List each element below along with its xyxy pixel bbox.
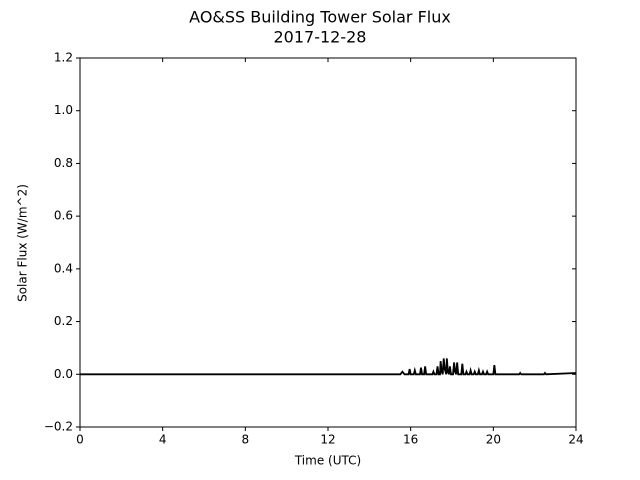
y-axis-label: Solar Flux (W/m^2) <box>16 184 30 302</box>
x-tick-label: 8 <box>242 433 250 447</box>
chart-subtitle: 2017-12-28 <box>274 28 367 47</box>
x-tick-label: 20 <box>486 433 501 447</box>
y-tick-label: 0.4 <box>54 261 73 275</box>
plot-frame <box>79 57 577 428</box>
data-line <box>80 358 577 376</box>
chart-title: AO&SS Building Tower Solar Flux <box>189 8 451 27</box>
y-tick-label: 1.2 <box>54 51 73 65</box>
y-tick-label: 0.2 <box>54 314 73 328</box>
y-tick-label: −0.2 <box>44 420 73 434</box>
y-tick-label: 0.0 <box>54 367 73 381</box>
x-tick-label: 24 <box>568 433 583 447</box>
x-tick-label: 12 <box>320 433 335 447</box>
x-axis-label: Time (UTC) <box>294 454 361 468</box>
y-tick-label: 0.6 <box>54 209 73 223</box>
x-tick-label: 0 <box>76 433 84 447</box>
x-tick-label: 4 <box>159 433 167 447</box>
x-tick-label: 16 <box>403 433 418 447</box>
y-tick-label: 1.0 <box>54 103 73 117</box>
y-tick-label: 0.8 <box>54 156 73 170</box>
